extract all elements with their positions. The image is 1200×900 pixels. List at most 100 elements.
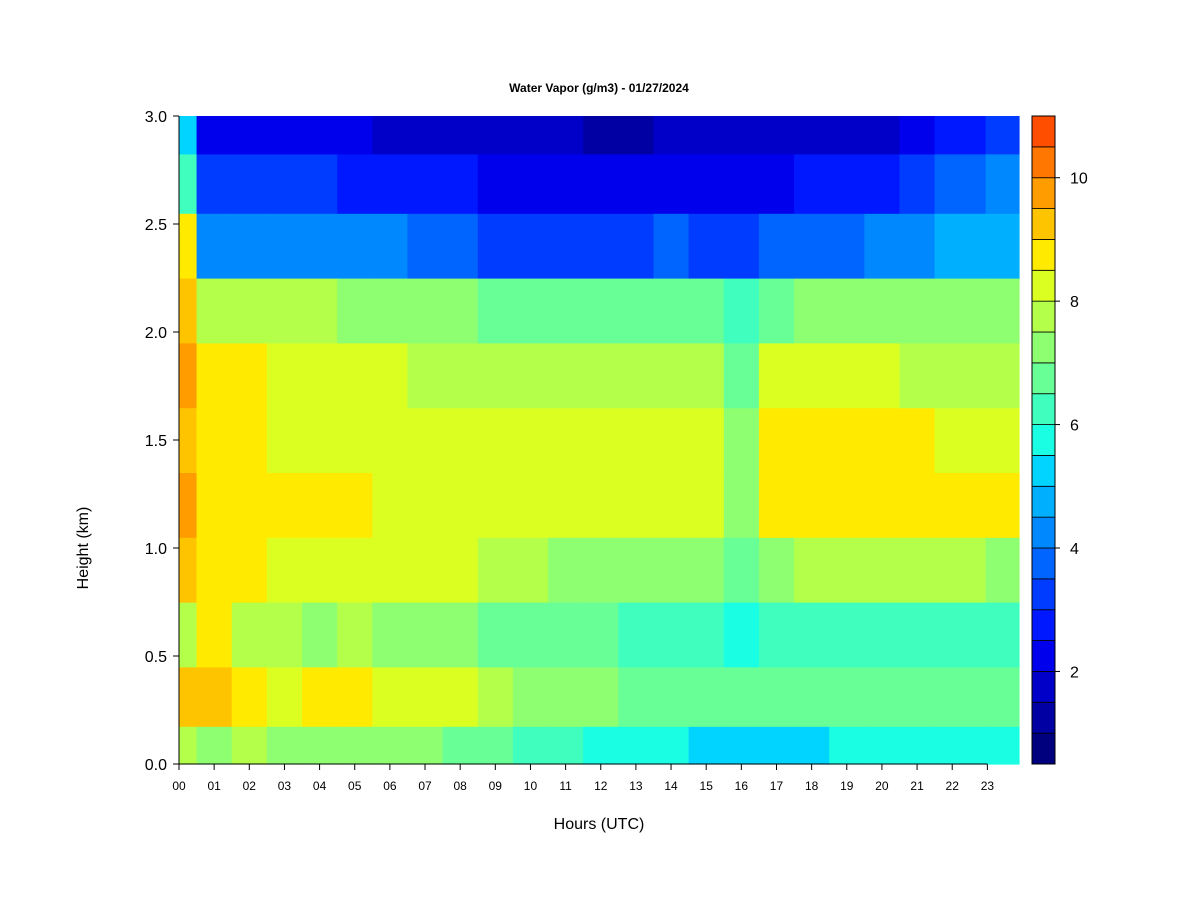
heatmap-cell (266, 407, 303, 473)
heatmap-cell (985, 726, 1020, 765)
heatmap-cell (477, 342, 514, 409)
y-tick-label: 0.0 (145, 757, 167, 774)
heatmap-cell (583, 726, 619, 765)
heatmap-cell (337, 213, 373, 279)
heatmap-cell (196, 407, 233, 473)
colorbar-tick-label: 8 (1070, 294, 1079, 311)
heatmap-cell (337, 407, 373, 473)
chart-title: Water Vapor (g/m3) - 01/27/2024 (509, 81, 689, 95)
heatmap-cell (723, 472, 760, 538)
heatmap-cell (477, 407, 514, 473)
heatmap-cell (583, 602, 619, 668)
heatmap-cell (477, 472, 514, 538)
heatmap-cell (829, 666, 865, 727)
heatmap-cell (899, 213, 936, 279)
heatmap-cell (196, 213, 233, 279)
heatmap-cell (758, 342, 795, 409)
heatmap-cell (618, 407, 655, 473)
x-tick-label: 20 (875, 779, 889, 793)
heatmap-cell (442, 213, 479, 279)
x-tick-label: 03 (278, 779, 292, 793)
heatmap-cell (688, 726, 725, 765)
heatmap-cell (179, 278, 198, 344)
heatmap-cell (794, 407, 830, 473)
heatmap-cell (864, 342, 901, 409)
x-tick-label: 12 (594, 779, 608, 793)
heatmap-cell (758, 666, 795, 727)
colorbar-swatch (1031, 177, 1056, 209)
heatmap-cell (512, 472, 549, 538)
heatmap-cell (196, 602, 233, 668)
heatmap-cell (179, 537, 198, 603)
colorbar-swatch (1031, 300, 1056, 333)
heatmap-cell (179, 666, 198, 727)
heatmap-cell (231, 342, 268, 409)
heatmap-cell (688, 342, 725, 409)
heatmap-cell (372, 602, 409, 668)
heatmap-cell (231, 407, 268, 473)
heatmap-cell (231, 602, 268, 668)
colorbar-swatch (1031, 455, 1056, 487)
heatmap-cell (794, 602, 830, 668)
heatmap-cell (618, 666, 655, 727)
heatmap-cell (231, 472, 268, 538)
heatmap-cell (688, 472, 725, 538)
x-tick-label: 02 (243, 779, 257, 793)
colorbar (1031, 115, 1056, 765)
heatmap-cell (302, 407, 338, 473)
heatmap-cell (653, 537, 690, 603)
heatmap-cell (442, 472, 479, 538)
heatmap-cell (934, 472, 987, 538)
heatmap-cell (266, 472, 303, 538)
heatmap-cell (407, 213, 444, 279)
heatmap-cell (899, 153, 936, 214)
colorbar-swatch (1031, 115, 1056, 148)
heatmap-cell (477, 602, 514, 668)
x-tick-label: 08 (453, 779, 467, 793)
heatmap-cell (829, 407, 865, 473)
heatmap-cell (407, 116, 444, 155)
heatmap-cell (372, 537, 409, 603)
heatmap-cell (266, 153, 303, 214)
heatmap-cell (337, 278, 373, 344)
heatmap-cell (899, 342, 936, 409)
heatmap-cell (583, 116, 619, 155)
heatmap-cell (407, 726, 444, 765)
heatmap-cell (302, 472, 338, 538)
heatmap-cell (899, 666, 936, 727)
heatmap-cell (442, 602, 479, 668)
x-tick-label: 22 (946, 779, 960, 793)
heatmap-cell (794, 153, 830, 214)
heatmap-cell (688, 278, 725, 344)
heatmap-cell (934, 537, 987, 603)
heatmap-cell (723, 407, 760, 473)
heatmap-cell (688, 602, 725, 668)
heatmap-cell (653, 153, 690, 214)
heatmap-cell (723, 278, 760, 344)
heatmap-cell (442, 153, 479, 214)
heatmap-cell (477, 278, 514, 344)
heatmap-cell (179, 153, 198, 214)
heatmap-cell (723, 537, 760, 603)
heatmap-cell (548, 213, 584, 279)
heatmap-cell (794, 472, 830, 538)
heatmap-cell (583, 213, 619, 279)
heatmap-cell (179, 602, 198, 668)
heatmap-cell (723, 342, 760, 409)
heatmap-cell (196, 472, 233, 538)
heatmap-cell (758, 213, 795, 279)
heatmap-cell (302, 537, 338, 603)
colorbar-swatch (1031, 578, 1056, 611)
x-tick-label: 23 (981, 779, 995, 793)
heatmap-cell (266, 116, 303, 155)
heatmap-cell (337, 342, 373, 409)
heatmap-cell (337, 472, 373, 538)
heatmap-cell (179, 726, 198, 765)
heatmap-cell (758, 726, 795, 765)
heatmap-plot-area (179, 116, 1020, 765)
heatmap-cell (618, 213, 655, 279)
colorbar-swatch (1031, 146, 1056, 179)
x-axis: 00 01 02 03 04 05 06 07 08 09 10 11 12 13 14 15 16 17 18 19… (172, 763, 995, 793)
x-tick-label: 18 (805, 779, 819, 793)
y-tick-label: 1.0 (145, 541, 167, 558)
